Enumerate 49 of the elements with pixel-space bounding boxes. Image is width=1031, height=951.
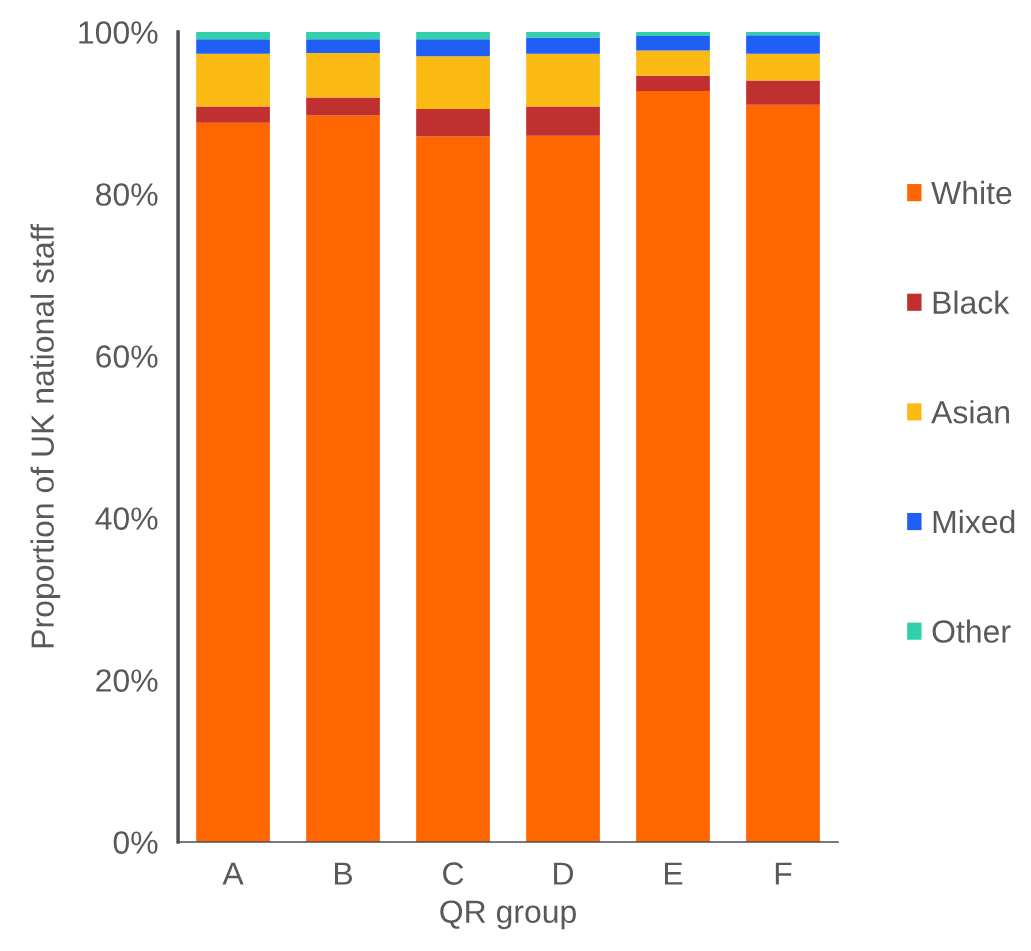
bar: [636, 31, 710, 36]
x-tick-label: D: [554, 862, 574, 885]
bar: [416, 108, 490, 137]
bar: [196, 31, 270, 40]
legend-label: Black: [933, 290, 1010, 314]
bar: [416, 39, 490, 57]
bar: [526, 31, 600, 38]
bar: [526, 37, 600, 54]
bar: [306, 31, 380, 40]
bar: [416, 31, 490, 40]
bar: [636, 91, 710, 843]
bar: [636, 50, 710, 76]
bar: [196, 106, 270, 123]
legend-label: Mixed: [933, 509, 1015, 534]
bar: [306, 53, 380, 98]
bar: [416, 56, 490, 109]
x-axis-title: QR group: [440, 900, 576, 930]
bar: [196, 39, 270, 54]
y-tick-label: 0%: [113, 831, 158, 854]
y-tick-label: 60%: [96, 345, 158, 368]
legend-label: Asian: [931, 400, 1009, 424]
y-tick-label: 100%: [79, 21, 158, 44]
bar: [196, 53, 270, 107]
bar: [746, 31, 820, 36]
bar: [746, 80, 820, 105]
y-tick-label: 40%: [95, 507, 158, 530]
bar: [746, 104, 820, 843]
y-tick-label: 20%: [96, 669, 158, 692]
bar: [306, 39, 380, 54]
bar: [636, 36, 710, 51]
legend-label: White: [931, 180, 1012, 205]
bar: [526, 53, 600, 107]
bar: [526, 135, 600, 843]
bar: [306, 115, 380, 843]
legend-label: Other: [932, 619, 1011, 643]
bar: [306, 97, 380, 116]
x-tick-label: F: [775, 862, 792, 885]
bar: [746, 53, 820, 81]
bar: [416, 136, 490, 843]
bar: [196, 122, 270, 843]
x-tick-label: B: [335, 862, 353, 885]
bar: [636, 75, 710, 92]
y-tick-label: 80%: [96, 183, 158, 206]
bar: [746, 35, 820, 54]
bar: [526, 106, 600, 136]
x-tick-label: E: [664, 862, 683, 885]
x-tick-label: A: [222, 862, 244, 885]
y-axis-title: Proportion of UK national staff: [30, 224, 61, 648]
x-tick-label: C: [443, 862, 464, 885]
